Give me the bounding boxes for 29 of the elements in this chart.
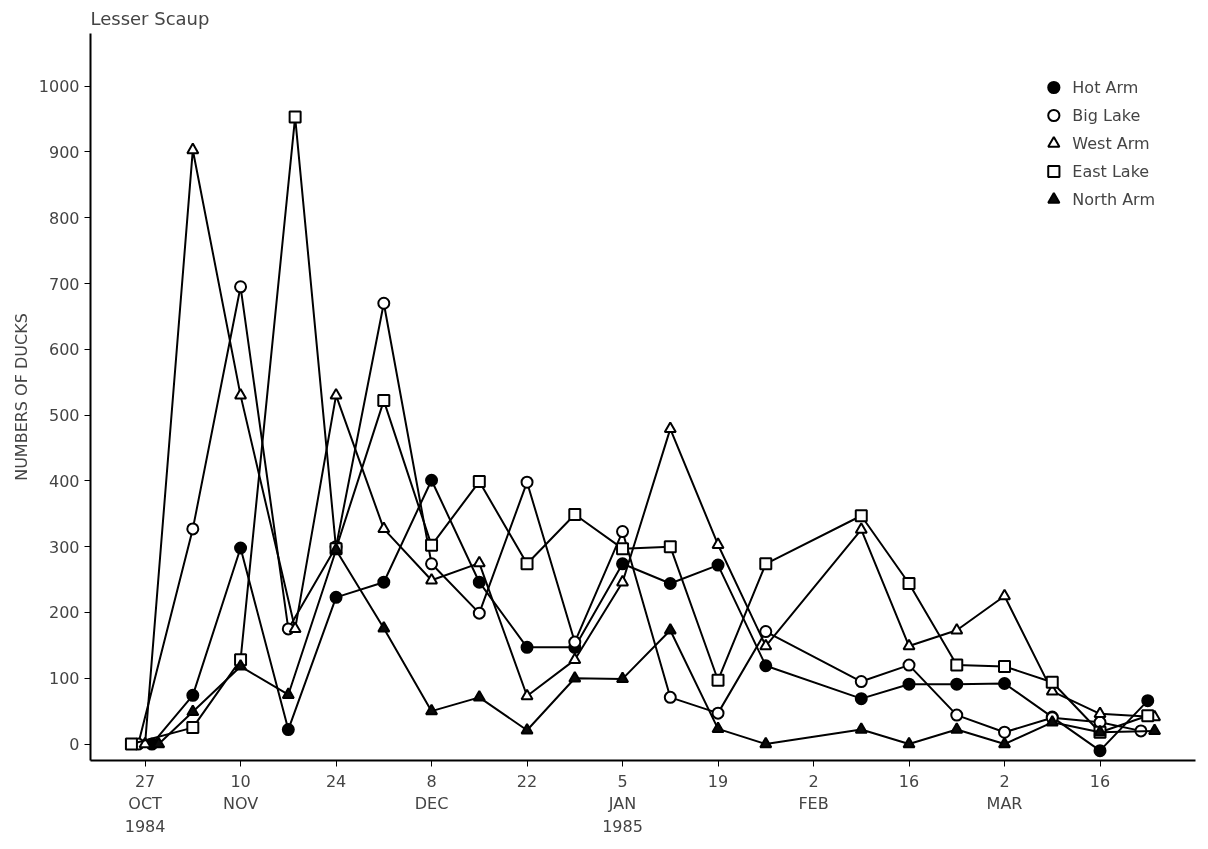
y-tick-label: 300 [48, 537, 80, 557]
y-tick-label: 800 [48, 208, 80, 228]
x-tick-label: 5 JAN 1985 [602, 771, 643, 837]
legend-label: North Arm [1072, 189, 1155, 209]
y-tick-label: 100 [48, 669, 80, 689]
y-tick-label: 600 [48, 340, 80, 360]
x-tick-label: 19 [707, 771, 729, 791]
x-tick-label: 16 [898, 771, 920, 791]
x-tick-label: 2 FEB [798, 771, 829, 814]
y-tick-label: 900 [48, 142, 80, 162]
x-tick-label: 27 OCT 1984 [124, 771, 166, 837]
x-tick-label: 2 MAR [986, 771, 1023, 814]
x-tick-label: 22 [516, 771, 538, 791]
x-tick-label: 10 NOV [222, 771, 259, 814]
y-tick-label: 700 [48, 274, 80, 294]
y-tick-label: 1000 [38, 77, 80, 97]
legend-label: West Arm [1072, 133, 1150, 153]
x-tick-label: 16 [1089, 771, 1111, 791]
y-tick-label: 0 [69, 735, 80, 755]
y-tick-label: 400 [48, 471, 80, 491]
x-tick-label: 24 [325, 771, 347, 791]
legend-label: Big Lake [1072, 105, 1141, 125]
y-axis-title: NUMBERS OF DUCKS [11, 313, 31, 481]
y-tick-label: 500 [48, 406, 80, 426]
chart-title: Lesser Scaup [90, 7, 210, 29]
y-tick-label: 200 [48, 603, 80, 623]
x-tick-label: 8 DEC [414, 771, 449, 814]
legend-label: Hot Arm [1072, 77, 1139, 97]
legend-label: East Lake [1072, 161, 1150, 181]
